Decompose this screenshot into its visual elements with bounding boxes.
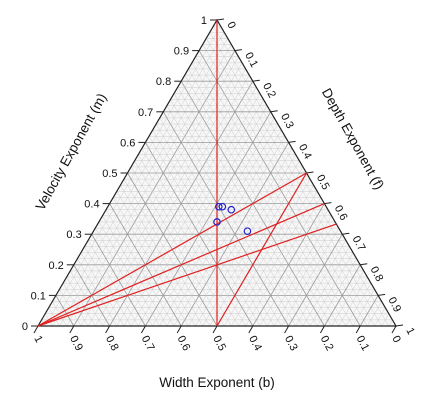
grid-line [388,319,393,327]
axis-title-velocity: Velocity Exponent (m) [33,91,110,213]
tick-label-bottom: 0.3 [282,334,300,353]
grid-line [381,313,390,327]
grid-line [188,148,293,327]
grid-line [116,87,257,327]
tick-label-bottom: 0.8 [103,334,121,353]
tick-label-left: 0.4 [84,199,99,211]
tick-mark-bottom [140,325,146,334]
grid-line [338,276,368,327]
grid-line [59,38,228,327]
grid-line [359,295,379,327]
tick-mark-bottom [391,325,397,334]
tick-mark-bottom [212,325,218,334]
tick-label-right: 0 [224,20,237,31]
tick-marks [31,18,404,334]
tick-label-bottom: 0.9 [67,334,85,353]
tick-label-left: 0.8 [156,76,171,88]
grid-line [73,50,236,327]
tick-mark-right [234,49,242,52]
grid-line [238,191,318,327]
grid-line [374,307,386,327]
tick-label-left: 0.3 [66,229,81,241]
tick-label-bottom: 0.5 [210,334,228,353]
tick-mark-bottom [33,325,39,334]
tick-label-left: 0 [22,321,28,333]
tick-labels: 00.10.20.30.40.50.60.70.80.91 00.10.20.30… [22,15,417,353]
data-point [213,218,221,226]
grid-line [367,301,382,327]
tick-label-bottom: 0.7 [139,334,157,353]
grid-line [252,203,325,327]
axis-title-depth: Depth Exponent (f) [319,86,387,192]
tick-mark-right [360,263,368,266]
grid-line [195,154,296,327]
tick-label-left: 0.9 [174,46,189,58]
grid-line [274,221,336,327]
tick-mark-right [395,324,404,327]
grid-line [166,130,282,327]
grid-line [202,160,300,327]
tick-mark-right [342,232,350,235]
grid-line [245,197,322,327]
tick-label-bottom: 0 [389,334,402,345]
data-point [243,227,252,235]
grid-line [309,252,354,327]
grid-line [266,215,332,327]
tick-mark-bottom [355,325,361,334]
grid-line [173,136,286,327]
tick-mark-right [270,110,278,113]
tick-label-left: 0.7 [138,107,153,119]
tick-label-bottom: 1 [31,334,44,345]
tick-mark-bottom [105,325,111,334]
tick-mark-right [288,140,296,143]
tick-label-right: 1 [403,326,416,337]
tick-label-left: 0.1 [31,290,46,302]
grid-line [130,99,264,327]
grid-line [259,209,329,327]
tick-label-left: 0.5 [102,168,117,180]
data-point [227,205,236,214]
tick-label-bottom: 0.4 [246,334,264,353]
grid-line [102,74,250,327]
tick-mark-bottom [176,325,182,334]
tick-mark-bottom [248,325,254,334]
axis-title-width: Width Exponent (b) [159,375,275,390]
tick-mark-right [216,18,225,21]
reference-line [37,172,307,327]
data-point [214,202,223,211]
tick-label-bottom: 0.2 [318,334,336,353]
data-point [218,202,227,211]
grid-line [145,111,272,327]
tick-label-bottom: 0.6 [175,334,193,353]
grid-line [345,283,372,327]
tick-mark-bottom [319,325,325,334]
tick-mark-bottom [284,325,290,334]
grid-line [317,258,357,327]
grid-line [324,264,361,327]
tick-label-left: 1 [201,15,207,27]
reference-line [37,223,337,327]
tick-label-bottom: 0.1 [354,334,372,353]
reference-lines [37,20,337,327]
tick-mark-right [252,79,260,82]
grid-line [231,185,314,327]
reference-line [37,203,325,327]
grid-line [44,26,221,327]
grid-line [302,246,350,327]
grid-line [223,179,311,327]
grid-line [352,289,375,327]
tick-mark-right [306,171,314,174]
data-points [213,202,252,235]
tick-label-left: 0.2 [49,260,64,272]
grid-line [331,270,364,327]
grid-line [281,227,339,327]
tick-mark-right [324,202,332,205]
grid-line [288,233,343,327]
tick-mark-right [378,293,386,296]
tick-label-left: 0.6 [120,137,135,149]
grid-line [295,240,347,327]
tick-mark-bottom [69,325,75,334]
grid-line [209,166,304,327]
